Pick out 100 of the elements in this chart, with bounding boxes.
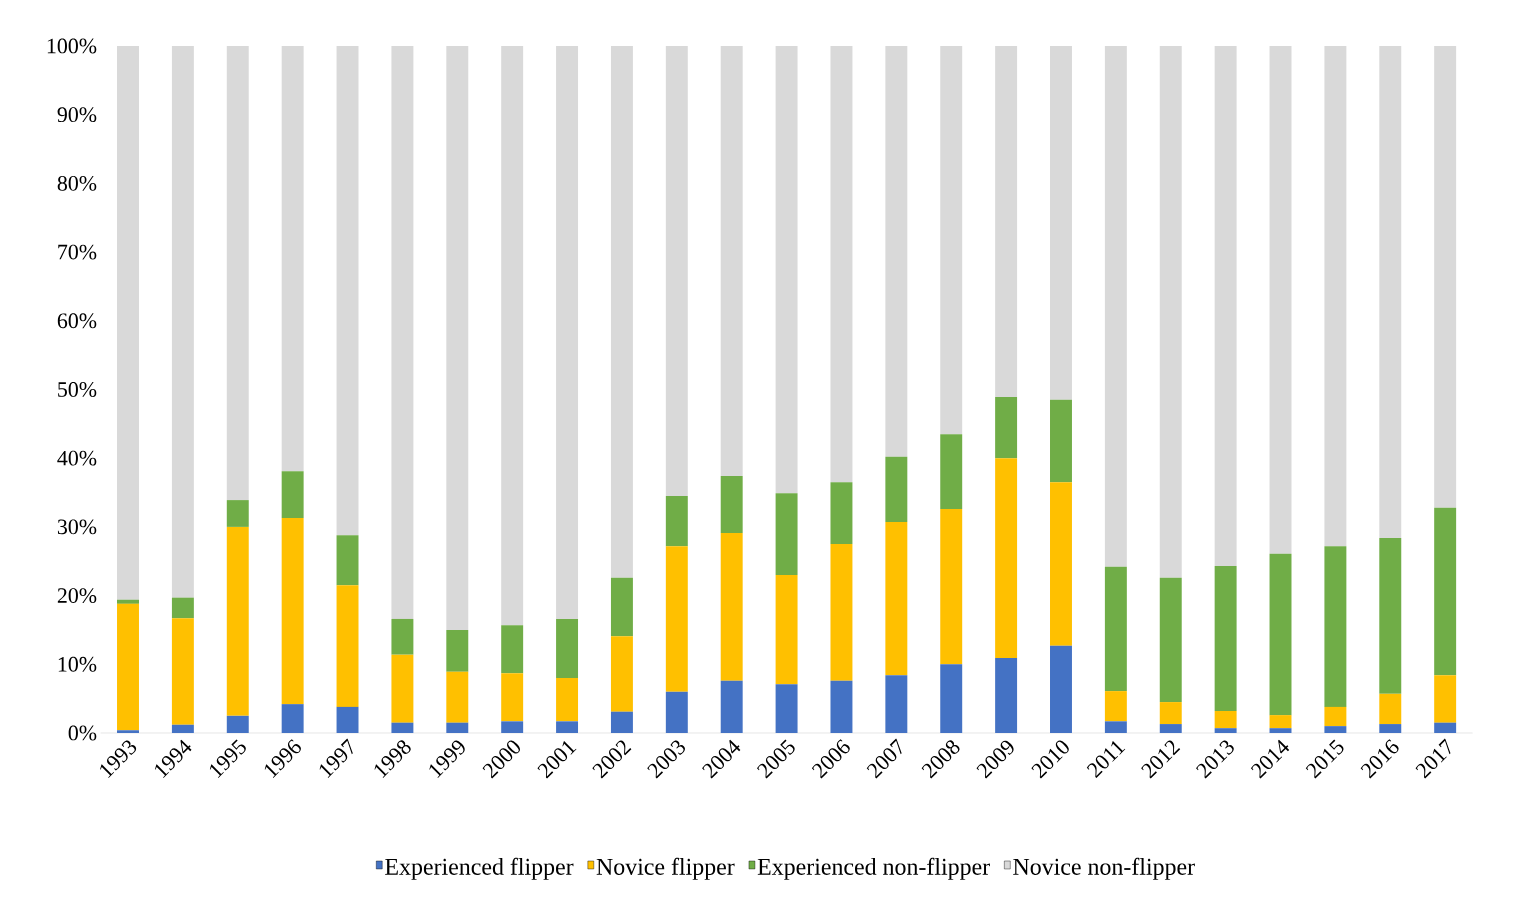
bar [117,599,139,604]
bar [775,574,798,685]
bar [885,675,908,733]
bar [1159,577,1182,703]
bar [117,730,139,733]
bar [391,722,414,733]
bar [556,721,579,733]
bar [226,500,249,527]
bar [281,704,304,733]
bar [1050,482,1072,646]
bar [556,45,579,619]
bar [1104,45,1127,567]
bar [1269,715,1292,729]
bar [556,678,579,722]
bar [501,721,524,733]
bar [995,397,1018,459]
y-tick-label: 50% [58,382,97,397]
bar [1324,706,1347,727]
bar [1324,726,1347,733]
bar [665,495,688,547]
bar [501,45,524,626]
bar [720,680,743,733]
bar [1269,553,1292,716]
bar [940,434,963,510]
bar [995,658,1018,733]
legend-label: Experienced flipper [385,857,574,880]
y-tick-label: 70% [58,244,97,260]
bar [775,45,798,494]
bar [665,546,688,692]
bar [556,618,579,679]
bar [446,722,469,733]
bar [1434,675,1457,723]
bar [336,706,359,733]
bar [1379,724,1402,733]
bar [336,585,359,707]
bar [1434,722,1457,733]
bar [1050,45,1072,400]
bar [885,522,908,676]
bar [1159,724,1182,733]
y-tick-label: 90% [57,107,97,123]
bar [830,544,853,681]
bar [1159,45,1182,578]
bar [940,664,963,733]
bar [336,535,359,586]
bar [171,618,194,725]
y-tick-label: 60% [57,313,97,329]
x-tick-label: 2011 [1086,741,1126,779]
bar [830,482,853,545]
bar [720,45,743,477]
bar [830,45,853,483]
bar [226,526,249,716]
bar [1104,566,1127,692]
bar [1104,691,1127,722]
y-tick-label: 30% [57,519,97,535]
bar [281,517,304,705]
bar [1159,702,1182,725]
bar [391,45,414,619]
bar [1434,45,1457,508]
bar [501,673,524,722]
bar [1104,721,1127,733]
bar [117,603,139,731]
legend-label: Novice non-flipper [1013,857,1195,880]
bar [1379,537,1402,694]
y-tick-label: 100% [47,38,97,54]
bar [281,471,304,518]
bar [1214,45,1237,567]
bar [995,45,1018,398]
bar [775,493,798,575]
bar [1050,645,1072,733]
bar [171,45,194,598]
legend-label: Novice flipper [596,857,735,880]
bar [665,691,688,733]
bar [1434,507,1457,676]
bar [1214,566,1237,712]
bar [1214,711,1237,729]
bar [501,625,524,674]
bar [1269,45,1292,554]
bar [995,458,1018,659]
bar [226,45,249,501]
y-tick-label: 20% [57,588,97,604]
bar [391,654,414,723]
bar [885,45,908,457]
bar [720,533,743,681]
bar [446,671,469,723]
bar [171,724,194,733]
bar [940,509,963,665]
bar [446,45,469,630]
legend-label: Experienced non-flipper [757,857,990,880]
bar [1050,399,1072,483]
bar [336,45,359,536]
bar [117,45,139,600]
bar [775,684,798,733]
bar [171,597,194,619]
bar [1324,45,1347,547]
bar [830,680,853,733]
bar [281,45,304,472]
bar [610,45,633,578]
bar [665,45,688,496]
y-tick-label: 40% [57,450,97,466]
bar [610,577,633,637]
